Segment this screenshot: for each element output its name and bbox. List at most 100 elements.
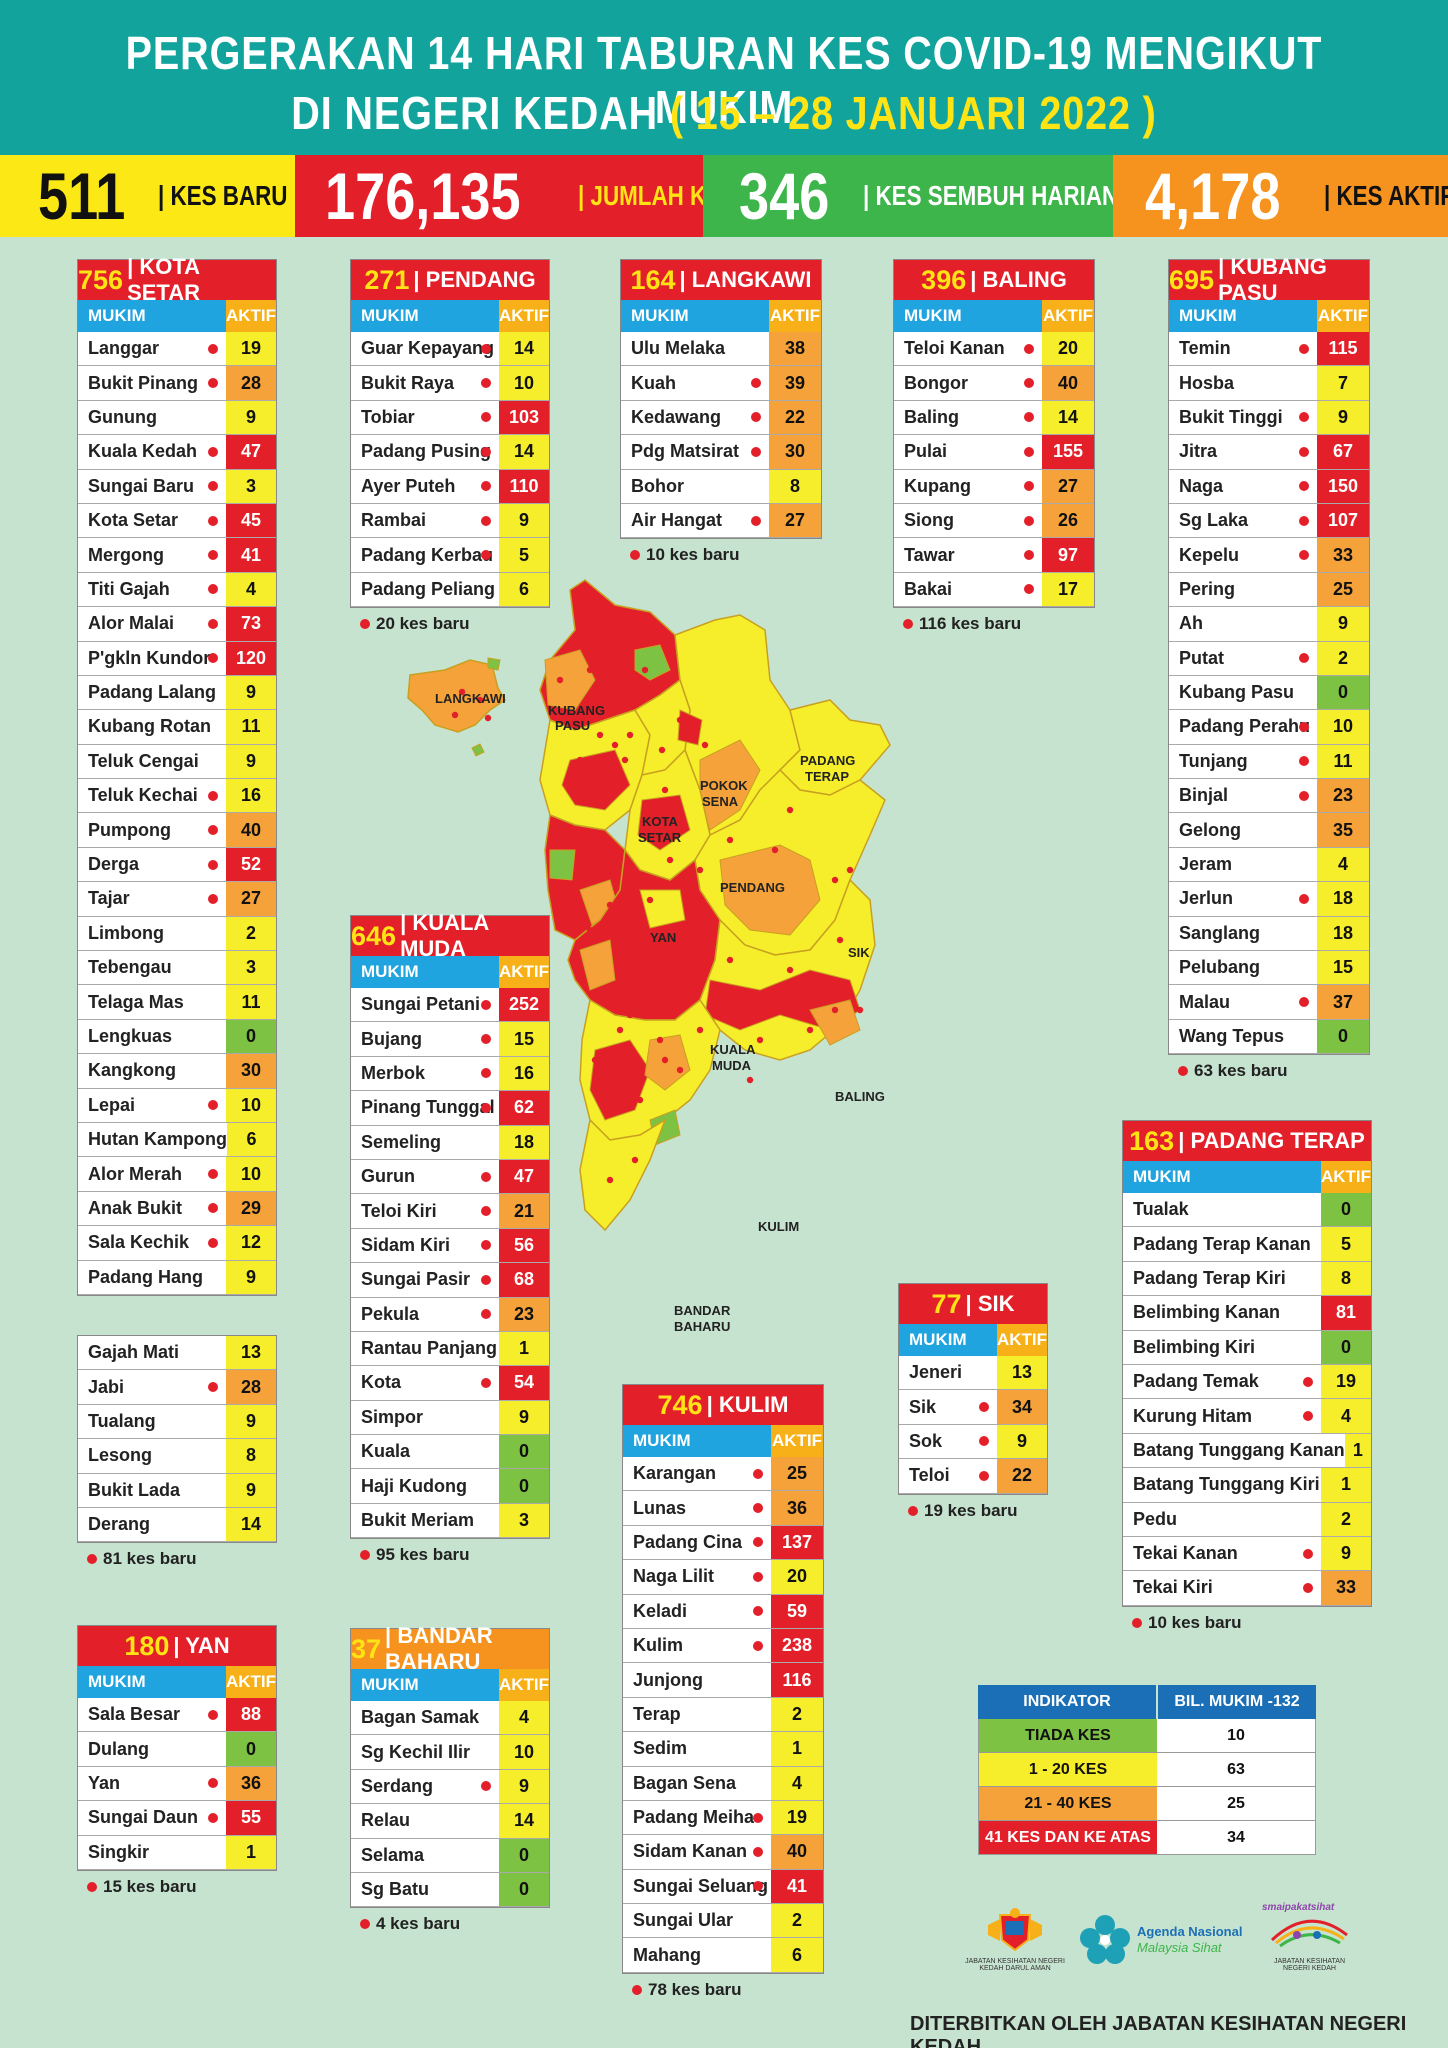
mukim-name: Jeneri	[899, 1356, 997, 1389]
mukim-name-text: Relau	[361, 1810, 411, 1831]
mukim-name-text: Belimbing Kanan	[1133, 1302, 1281, 1323]
mukim-name: Bukit Tinggi	[1169, 401, 1317, 434]
mukim-row: Padang Perahu 10	[1169, 710, 1369, 745]
mukim-name-text: Titi Gajah	[88, 578, 170, 599]
aktif-value: 47	[226, 435, 276, 469]
aktif-value: 14	[499, 332, 549, 366]
district-total: 646	[351, 920, 397, 951]
aktif-value: 28	[226, 1370, 276, 1404]
mukim-name-text: Kurung Hitam	[1133, 1405, 1252, 1426]
mukim-name-text: Tawar	[904, 544, 955, 565]
mukim-name-text: Kepelu	[1179, 544, 1240, 565]
mukim-name: Padang Cina	[623, 1526, 771, 1559]
header-aktif: AKTIF	[499, 1669, 549, 1701]
mukim-row: Rambai 9	[351, 503, 549, 539]
mukim-name-text: Sungai Baru	[88, 475, 195, 496]
mukim-name-text: Naga Lilit	[633, 1566, 715, 1587]
mukim-name-text: Naga	[1179, 475, 1224, 496]
map-case-dot-icon	[658, 746, 666, 754]
new-case-dot-icon	[1024, 446, 1034, 457]
aktif-value: 1	[771, 1732, 823, 1766]
aktif-value: 14	[1042, 400, 1094, 435]
new-case-dot-icon	[753, 1881, 763, 1892]
aktif-value: 13	[226, 1336, 276, 1370]
legend-row: TIADA KES 10	[978, 1719, 1316, 1753]
aktif-value: 0	[1321, 1330, 1371, 1364]
mukim-name: Bukit Meriam	[351, 1504, 499, 1537]
map-case-dot-icon	[696, 866, 704, 874]
table-header: MUKIM AKTIF	[351, 956, 549, 988]
map-label-pendang: PENDANG	[720, 880, 785, 895]
mukim-name-text: Sanglang	[1179, 922, 1261, 943]
mukim-row: Sg Kechil Ilir 10	[351, 1735, 549, 1770]
map-case-dot-icon	[626, 1011, 634, 1019]
new-case-dot-icon	[753, 1846, 763, 1857]
aktif-value: 9	[1317, 400, 1369, 435]
new-case-dot-icon	[753, 1571, 763, 1582]
aktif-value: 45	[226, 503, 276, 538]
mukim-name: Pinang Tunggal	[351, 1091, 499, 1124]
map-case-dot-icon	[676, 1066, 684, 1074]
kedah-map: LANGKAWI KUBANG PASU PADANG TERAP POKOK …	[407, 579, 891, 1334]
map-case-dot-icon	[591, 786, 599, 794]
mukim-name: Teluk Kechai	[78, 779, 226, 812]
mukim-name: Sidam Kanan	[623, 1835, 771, 1868]
mukim-name: Padang Terap Kanan	[1123, 1227, 1321, 1260]
aktif-value: 81	[1321, 1296, 1371, 1330]
mukim-name-text: Sala Kechik	[88, 1232, 190, 1253]
district-table-padang-terap: 163 | PADANG TERAP MUKIM AKTIF Tualak 0 Padang…	[1122, 1120, 1372, 1607]
new-cases-note: 15 kes baru	[87, 1877, 197, 1897]
aktif-value: 4	[1321, 1399, 1371, 1433]
aktif-value: 14	[226, 1507, 276, 1542]
district-name: | BANDAR BAHARU	[385, 1623, 493, 1674]
mukim-name: Rantau Panjang	[351, 1332, 499, 1365]
mukim-name-text: Derga	[88, 854, 140, 875]
aktif-value: 3	[226, 951, 276, 985]
new-case-dot-icon	[481, 481, 491, 492]
aktif-value: 0	[1321, 1193, 1371, 1227]
mukim-name: Kota Setar	[78, 504, 226, 537]
mukim-row: Tobiar 103	[351, 400, 549, 436]
aktif-value: 56	[499, 1228, 549, 1263]
new-case-dot-icon	[208, 790, 218, 801]
mukim-row: Bukit Lada 9	[78, 1473, 276, 1508]
mukim-row: Hutan Kampong 6	[78, 1122, 276, 1158]
mukim-row: Kuala Kedah 47	[78, 435, 276, 470]
new-case-dot-icon	[481, 999, 491, 1010]
map-label-kubang-pasu-1: KUBANG	[548, 703, 605, 718]
mukim-row: Jerlun 18	[1169, 882, 1369, 917]
aktif-value: 23	[499, 1297, 549, 1331]
aktif-value: 40	[1042, 366, 1094, 400]
mukim-name-text: Bukit Lada	[88, 1479, 181, 1500]
district-title: 180 | YAN	[78, 1626, 276, 1666]
mukim-name: Dulang	[78, 1732, 226, 1765]
district-title: 756 | KOTA SETAR	[78, 254, 276, 305]
mukim-row: Haji Kudong 0	[351, 1469, 549, 1504]
mukim-name-text: Ulu Melaka	[631, 338, 726, 359]
aktif-value: 25	[771, 1457, 823, 1491]
mukim-name-text: Jeneri	[909, 1362, 963, 1383]
map-case-dot-icon	[616, 976, 624, 984]
mukim-row: Naga 150	[1169, 469, 1369, 504]
mukim-row: Simpor 9	[351, 1400, 549, 1436]
new-case-dot-icon	[1299, 412, 1309, 423]
mukim-name-text: Teloi Kanan	[904, 338, 1005, 359]
aktif-value: 19	[226, 332, 276, 366]
mukim-row: Bukit Pinang 28	[78, 366, 276, 401]
aktif-value: 30	[769, 435, 821, 469]
aktif-value: 0	[499, 1435, 549, 1469]
mukim-name: Mahang	[623, 1938, 771, 1971]
aktif-value: 26	[1042, 503, 1094, 538]
mukim-name-text: Tobiar	[361, 406, 415, 427]
mukim-name-text: Yan	[88, 1772, 121, 1793]
map-case-dot-icon	[611, 741, 619, 749]
map-case-dot-icon	[696, 1026, 704, 1034]
mukim-name: Lunas	[623, 1491, 771, 1524]
mukim-name: Tekai Kiri	[1123, 1571, 1321, 1604]
map-case-dot-icon	[666, 856, 674, 864]
map-label-kota-setar-2: SETAR	[638, 830, 682, 845]
mukim-name-text: Bagan Sena	[633, 1772, 737, 1793]
mukim-name: Kuala	[351, 1435, 499, 1468]
map-label-bandar-baharu-2: BAHARU	[674, 1319, 730, 1334]
aktif-value: 110	[499, 469, 549, 503]
